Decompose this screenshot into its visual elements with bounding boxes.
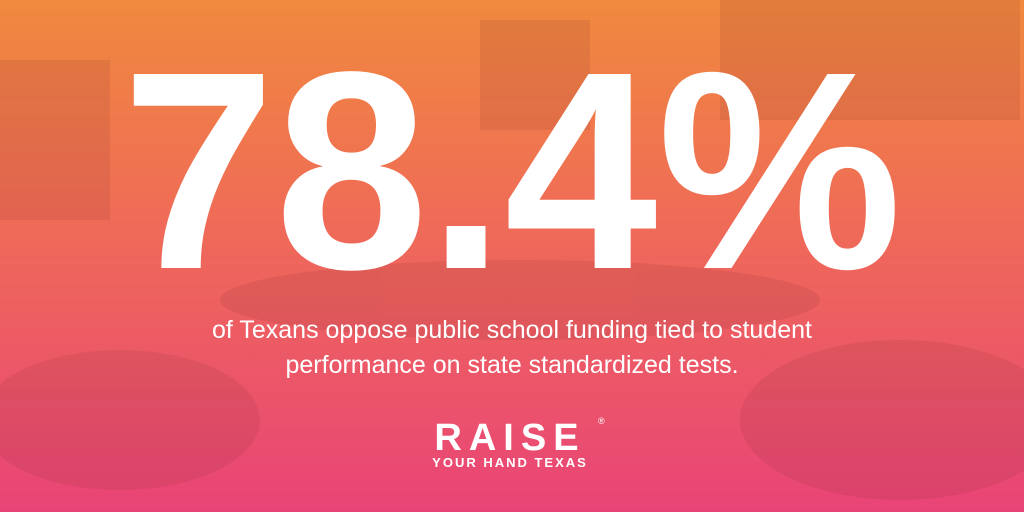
background-photo xyxy=(0,0,1024,500)
logo-tagline: YOUR HAND TEXAS xyxy=(432,455,588,470)
headline-stat: 78.4% xyxy=(122,13,902,328)
caption-line: of Texans oppose public school funding t… xyxy=(212,316,812,344)
logo-mark: ® xyxy=(598,416,605,426)
caption-line: performance on state standardized tests. xyxy=(285,351,738,379)
logo-name: RAISE xyxy=(434,417,585,459)
